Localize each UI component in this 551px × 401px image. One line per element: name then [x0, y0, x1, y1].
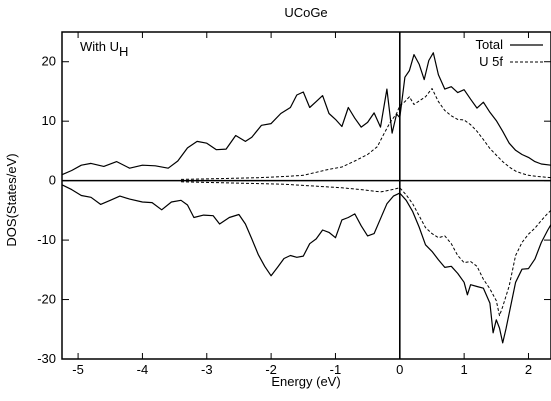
y-tick-label: 20 — [42, 54, 56, 69]
x-tick-label: 1 — [461, 362, 468, 377]
x-tick-label: -5 — [72, 362, 84, 377]
y-tick-label: -10 — [37, 232, 56, 247]
y-tick-label: 0 — [49, 173, 56, 188]
y-tick-label: -30 — [37, 351, 56, 366]
x-axis-label: Energy (eV) — [271, 374, 340, 389]
plot-area — [61, 32, 551, 359]
series-line-total-spin-up — [61, 52, 551, 176]
legend-label-u5f: U 5f — [479, 54, 503, 69]
y-tick-label: 10 — [42, 113, 56, 128]
legend-label-total: Total — [476, 37, 504, 52]
annotation-text: With U — [80, 39, 119, 54]
legend: Total U 5f — [476, 37, 543, 69]
x-tick-label: -4 — [137, 362, 149, 377]
x-tick-label: -2 — [265, 362, 277, 377]
x-tick-label: 2 — [525, 362, 532, 377]
x-tick-label: -3 — [201, 362, 213, 377]
series-line-u-5f-spin-down — [180, 181, 551, 317]
series-line-total-spin-down — [61, 184, 551, 344]
annotation-label: With UH — [80, 39, 128, 59]
y-tick-label: -20 — [37, 292, 56, 307]
series-line-u-5f-spin-up — [180, 88, 551, 180]
y-axis-label: DOS(States/eV) — [4, 153, 19, 246]
plot-frame — [61, 31, 551, 360]
x-tick-label: 0 — [396, 362, 403, 377]
annotation-subscript: H — [119, 44, 128, 59]
x-tick-label: -1 — [330, 362, 342, 377]
chart-title: UCoGe — [284, 5, 327, 20]
